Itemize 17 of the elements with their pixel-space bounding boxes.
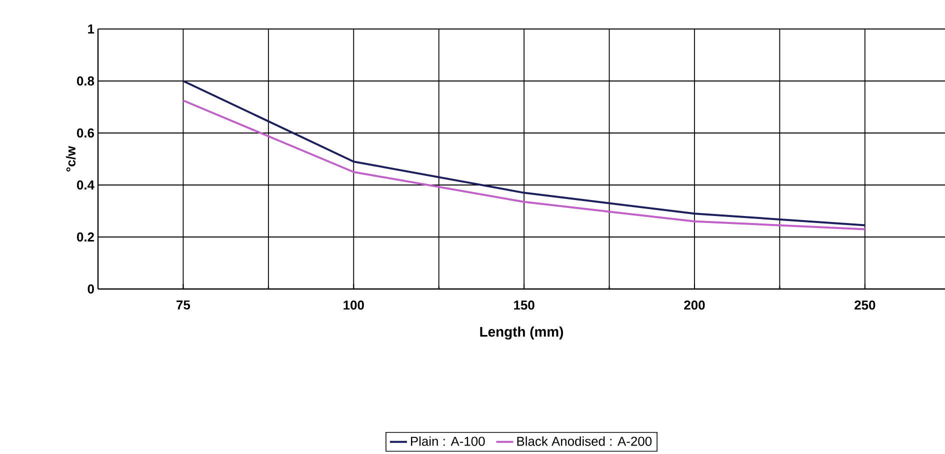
x-tick-label: 150: [514, 300, 534, 310]
x-tick-label: 100: [344, 300, 364, 310]
legend-label: Black Anodised : A-200: [517, 436, 652, 446]
y-tick-label: 0.2: [76, 232, 94, 242]
y-axis-title: °c/w: [66, 146, 76, 172]
y-tick-label: 0: [88, 284, 94, 294]
x-axis-title: Length (mm): [480, 326, 564, 340]
legend-label: Plain : A-100: [410, 436, 485, 446]
line-series: [182, 80, 866, 226]
y-tick-label: 0.6: [76, 128, 94, 138]
y-tick-label: 0.4: [76, 180, 94, 190]
x-tick-label: 200: [684, 300, 705, 310]
y-tick-label: 0.8: [76, 76, 94, 86]
x-tick-label: 75: [176, 300, 190, 310]
line-series: [182, 100, 866, 230]
x-tick-label: 250: [854, 300, 876, 310]
y-tick-label: 1: [88, 24, 94, 34]
